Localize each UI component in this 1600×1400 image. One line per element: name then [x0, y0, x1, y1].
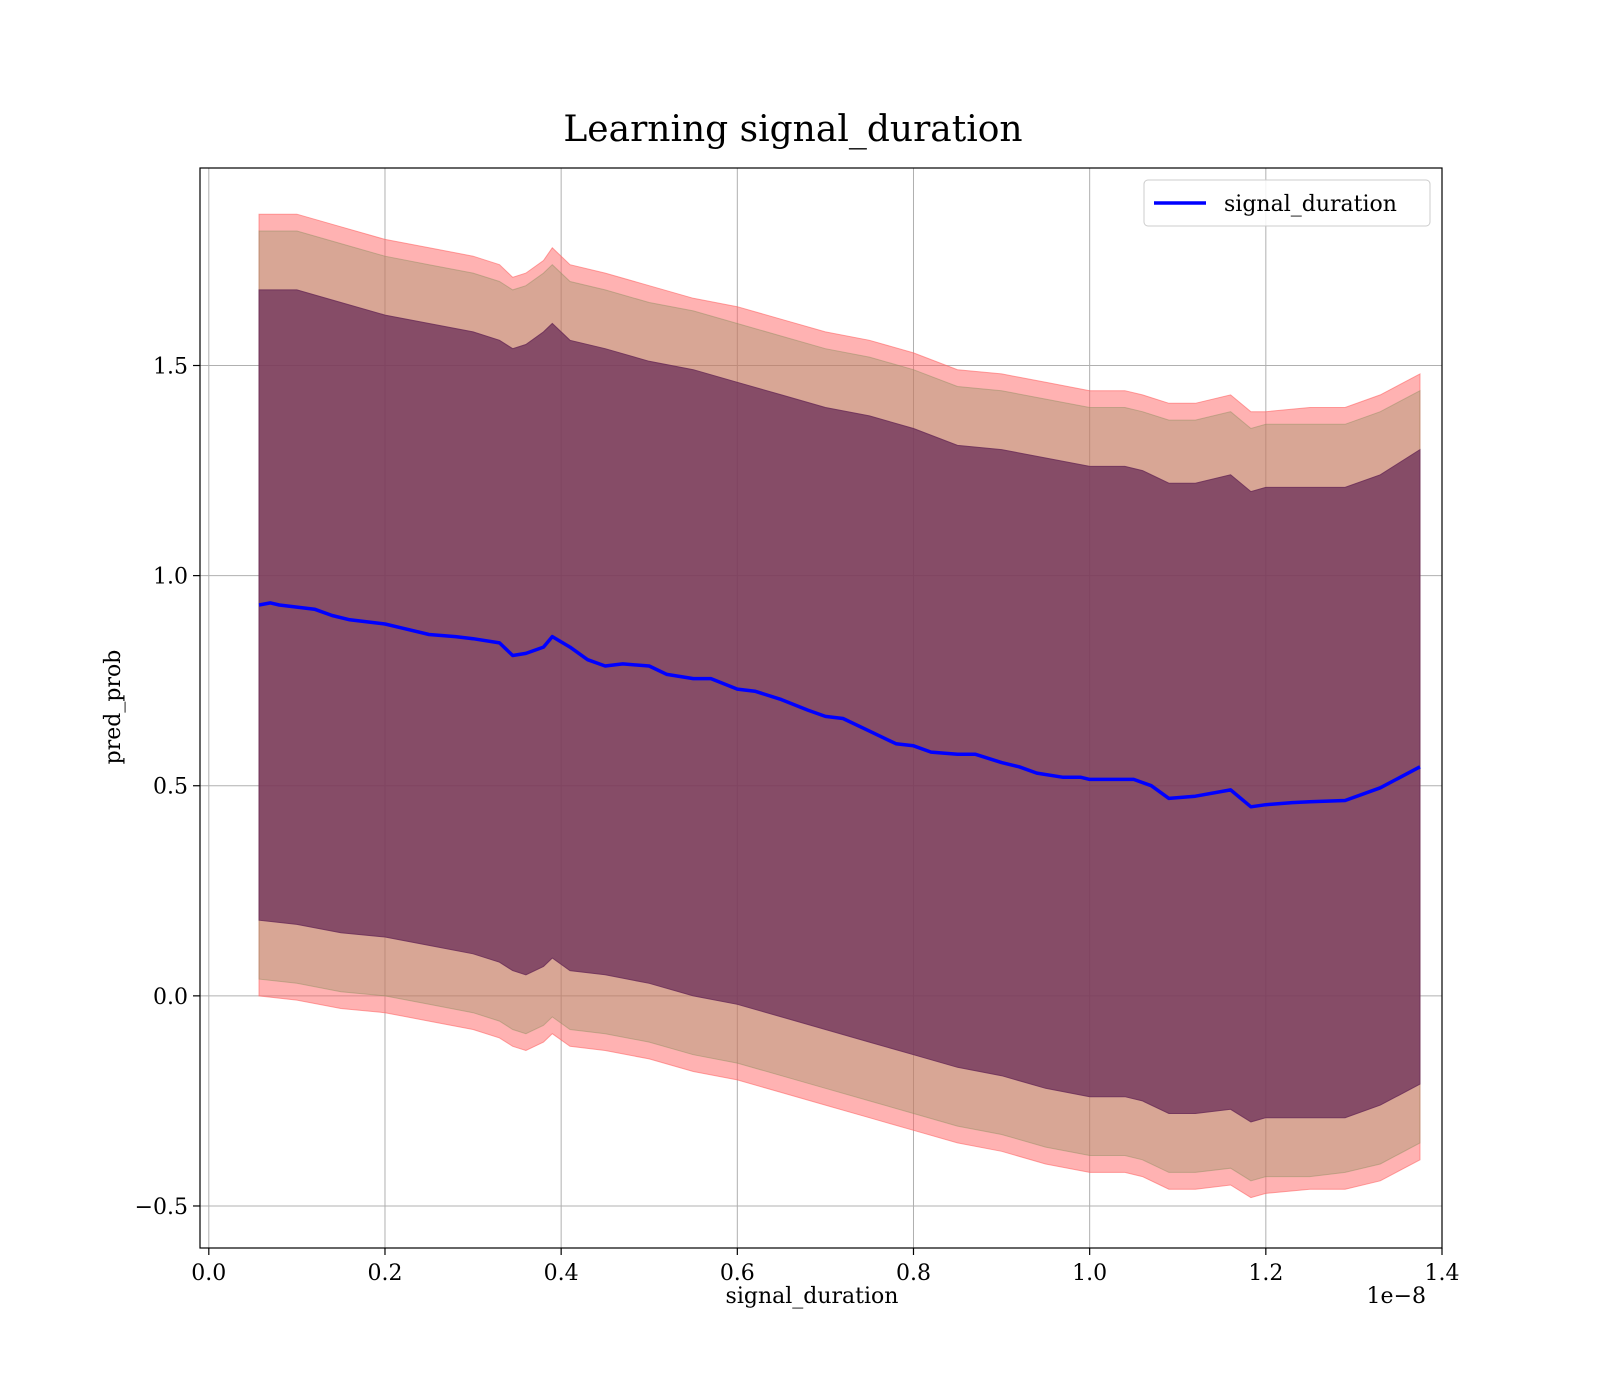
- chart-title: Learning signal_duration: [563, 109, 1022, 150]
- series-line-signal_duration: [258, 601, 1421, 809]
- x-tick-label: 1.4: [1425, 1261, 1460, 1286]
- axes-frame: [199, 167, 1443, 1249]
- x-tick-label: 1.2: [1248, 1261, 1283, 1286]
- x-tick-label: 0.6: [720, 1261, 755, 1286]
- legend-label-signal_duration: signal_duration: [1224, 192, 1397, 217]
- x-tick-label: 1.0: [1072, 1261, 1107, 1286]
- y-tick-label: 0.0: [153, 985, 188, 1010]
- confidence-band-3: [258, 289, 1421, 1123]
- y-tick-label: 1.0: [153, 565, 188, 590]
- x-tick-label: 0.0: [191, 1261, 226, 1286]
- x-axis-label: signal_duration: [726, 1284, 899, 1309]
- legend-box: [1143, 179, 1431, 227]
- y-axis-label: pred_prob: [101, 650, 126, 765]
- y-tick-label: 1.5: [153, 355, 188, 380]
- y-tick-label: 0.5: [153, 775, 188, 800]
- plot-area: 0.0 0.2 0.4 0.6 0.8 1.0 1.2 1.4 −0.5 0.0 0.5 1.0 1.5…: [135, 167, 1460, 1286]
- y-tick-label: −0.5: [135, 1195, 188, 1220]
- x-tick-label: 0.2: [367, 1261, 402, 1286]
- x-tick-label: 0.8: [896, 1261, 931, 1286]
- x-offset-text: 1e−8: [1367, 1284, 1426, 1309]
- x-tick-label: 0.4: [544, 1261, 579, 1286]
